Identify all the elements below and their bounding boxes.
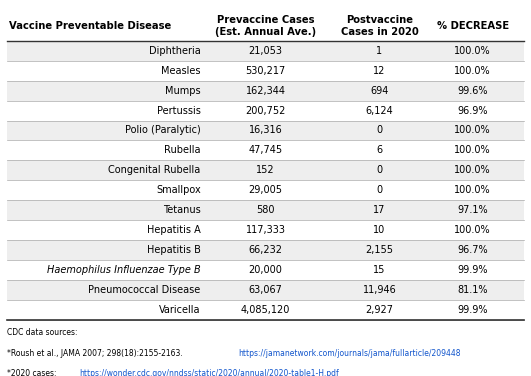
Text: 63,067: 63,067 xyxy=(249,285,282,295)
Text: Mumps: Mumps xyxy=(165,86,201,96)
Text: 100.0%: 100.0% xyxy=(454,185,491,195)
Bar xyxy=(7,101,524,121)
Bar xyxy=(7,12,524,41)
Text: *2020 cases:: *2020 cases: xyxy=(7,370,63,376)
Bar xyxy=(7,61,524,81)
Text: https://wonder.cdc.gov/nndss/static/2020/annual/2020-table1-H.pdf: https://wonder.cdc.gov/nndss/static/2020… xyxy=(79,370,339,376)
Text: https://jamanetwork.com/journals/jama/fullarticle/209448: https://jamanetwork.com/journals/jama/fu… xyxy=(238,349,461,358)
Bar xyxy=(7,260,524,280)
Text: 0: 0 xyxy=(376,185,382,195)
Text: Vaccine Preventable Disease: Vaccine Preventable Disease xyxy=(10,21,172,31)
Text: 1: 1 xyxy=(376,46,382,56)
Text: Congenital Rubella: Congenital Rubella xyxy=(108,165,201,175)
Text: 100.0%: 100.0% xyxy=(454,165,491,175)
Text: 66,232: 66,232 xyxy=(249,245,282,255)
Text: % DECREASE: % DECREASE xyxy=(436,21,509,31)
Text: Tetanus: Tetanus xyxy=(163,205,201,215)
Text: 100.0%: 100.0% xyxy=(454,66,491,76)
Text: 96.7%: 96.7% xyxy=(457,245,488,255)
Text: 16,316: 16,316 xyxy=(249,126,282,135)
Text: Pertussis: Pertussis xyxy=(157,106,201,115)
Text: 81.1%: 81.1% xyxy=(457,285,488,295)
Text: 100.0%: 100.0% xyxy=(454,126,491,135)
Text: 2,155: 2,155 xyxy=(365,245,393,255)
Text: 100.0%: 100.0% xyxy=(454,46,491,56)
Text: 6,124: 6,124 xyxy=(365,106,393,115)
Text: 29,005: 29,005 xyxy=(249,185,282,195)
Text: 99.9%: 99.9% xyxy=(457,305,488,315)
Bar xyxy=(7,81,524,101)
Bar xyxy=(7,161,524,180)
Text: 530,217: 530,217 xyxy=(245,66,286,76)
Text: Pneumococcal Disease: Pneumococcal Disease xyxy=(89,285,201,295)
Text: 6: 6 xyxy=(376,146,382,155)
Text: Postvaccine
Cases in 2020: Postvaccine Cases in 2020 xyxy=(340,15,418,37)
Text: Hepatitis A: Hepatitis A xyxy=(147,225,201,235)
Text: Prevaccine Cases
(Est. Annual Ave.): Prevaccine Cases (Est. Annual Ave.) xyxy=(215,15,316,37)
Text: Measles: Measles xyxy=(161,66,201,76)
Text: 11,946: 11,946 xyxy=(363,285,396,295)
Bar xyxy=(7,240,524,260)
Text: 200,752: 200,752 xyxy=(245,106,286,115)
Bar xyxy=(7,41,524,61)
Text: 17: 17 xyxy=(373,205,386,215)
Text: 20,000: 20,000 xyxy=(249,265,282,275)
Text: 117,333: 117,333 xyxy=(245,225,286,235)
Text: 12: 12 xyxy=(373,66,386,76)
Text: 21,053: 21,053 xyxy=(249,46,282,56)
Bar xyxy=(7,220,524,240)
Text: 96.9%: 96.9% xyxy=(457,106,488,115)
Text: 0: 0 xyxy=(376,126,382,135)
Text: Rubella: Rubella xyxy=(164,146,201,155)
Text: 97.1%: 97.1% xyxy=(457,205,488,215)
Text: 0: 0 xyxy=(376,165,382,175)
Text: 162,344: 162,344 xyxy=(245,86,286,96)
Bar xyxy=(7,180,524,200)
Text: Haemophilus Influenzae Type B: Haemophilus Influenzae Type B xyxy=(47,265,201,275)
Bar xyxy=(7,141,524,161)
Text: 100.0%: 100.0% xyxy=(454,146,491,155)
Text: Varicella: Varicella xyxy=(159,305,201,315)
Bar xyxy=(7,300,524,320)
Text: 99.6%: 99.6% xyxy=(457,86,488,96)
Text: 99.9%: 99.9% xyxy=(457,265,488,275)
Text: 47,745: 47,745 xyxy=(249,146,282,155)
Text: Diphtheria: Diphtheria xyxy=(149,46,201,56)
Text: 580: 580 xyxy=(256,205,275,215)
Text: Polio (Paralytic): Polio (Paralytic) xyxy=(125,126,201,135)
Bar xyxy=(7,121,524,141)
Text: 10: 10 xyxy=(373,225,386,235)
Bar xyxy=(7,280,524,300)
Text: 100.0%: 100.0% xyxy=(454,225,491,235)
Text: *Roush et al., JAMA 2007; 298(18):2155-2163.: *Roush et al., JAMA 2007; 298(18):2155-2… xyxy=(7,349,187,358)
Text: 4,085,120: 4,085,120 xyxy=(241,305,290,315)
Bar xyxy=(7,200,524,220)
Text: 15: 15 xyxy=(373,265,386,275)
Text: CDC data sources:: CDC data sources: xyxy=(7,328,77,337)
Text: 694: 694 xyxy=(370,86,389,96)
Text: 2,927: 2,927 xyxy=(365,305,393,315)
Text: Smallpox: Smallpox xyxy=(156,185,201,195)
Text: Hepatitis B: Hepatitis B xyxy=(147,245,201,255)
Text: 152: 152 xyxy=(256,165,275,175)
